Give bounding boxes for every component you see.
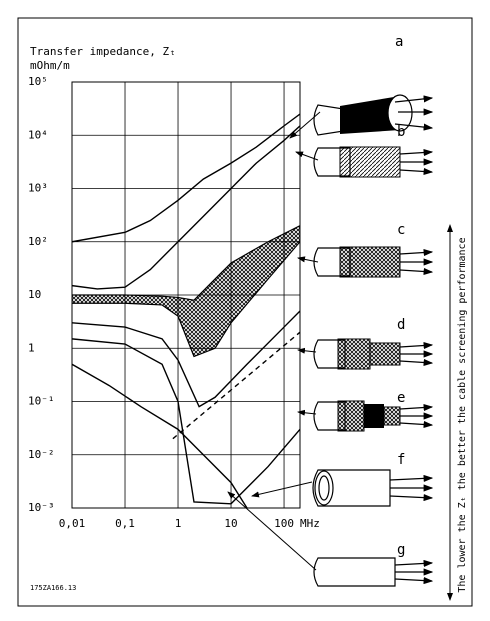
x-tick-label: 1 — [175, 517, 182, 530]
legend-label: e — [397, 390, 405, 406]
legend-label: b — [397, 124, 405, 140]
y-tick-label: 10 — [28, 288, 41, 301]
cable-d: d — [313, 317, 434, 370]
chart-title: Transfer impedance, Zₜ — [30, 45, 176, 58]
x-tick-label: 0,01 — [59, 517, 86, 530]
y-unit: mOhm/m — [30, 59, 70, 72]
y-tick-label: 10⁴ — [28, 128, 48, 141]
y-tick-label: 1 — [28, 341, 35, 354]
series-line — [72, 310, 300, 408]
y-tick-label: 10² — [28, 235, 48, 248]
cable-c: c — [313, 222, 434, 278]
cable-g: g — [313, 542, 434, 587]
cable-f: f — [312, 452, 434, 507]
legend-label: c — [397, 222, 405, 238]
series-line — [72, 338, 300, 505]
series-line — [172, 331, 300, 440]
cable-b: b — [313, 124, 434, 178]
x-tick-label: 0,1 — [115, 517, 135, 530]
plot-lines — [72, 113, 300, 508]
cable-a: a — [313, 34, 434, 136]
y-tick-label: 10⁻¹ — [28, 395, 55, 408]
pointer-arrows — [227, 111, 321, 571]
legend-label: a — [395, 34, 403, 50]
side-note: The lower the Zₜ the better the cable sc… — [457, 237, 468, 592]
legend-label: g — [397, 542, 405, 558]
x-tick-label: 10 — [224, 517, 237, 530]
series-line — [72, 113, 300, 243]
y-tick-label: 10⁻² — [28, 448, 55, 461]
legend-label: d — [397, 317, 405, 333]
frame — [17, 17, 473, 607]
band — [72, 225, 300, 358]
y-tick-label: 10⁵ — [28, 75, 48, 88]
y-tick-label: 10³ — [28, 182, 48, 195]
y-tick-label: 10⁻³ — [28, 501, 55, 514]
x-unit: MHz — [300, 517, 320, 530]
legend-label: f — [397, 452, 405, 468]
series-line — [72, 125, 300, 290]
cable-e: e — [313, 390, 434, 432]
code: 175ZA166.13 — [30, 584, 76, 592]
x-tick-label: 100 — [274, 517, 294, 530]
series-line — [72, 363, 248, 508]
